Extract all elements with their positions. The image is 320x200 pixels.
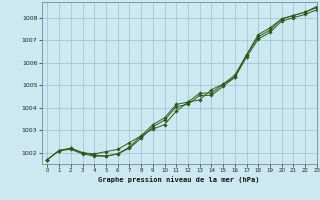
X-axis label: Graphe pression niveau de la mer (hPa): Graphe pression niveau de la mer (hPa) [99,176,260,183]
